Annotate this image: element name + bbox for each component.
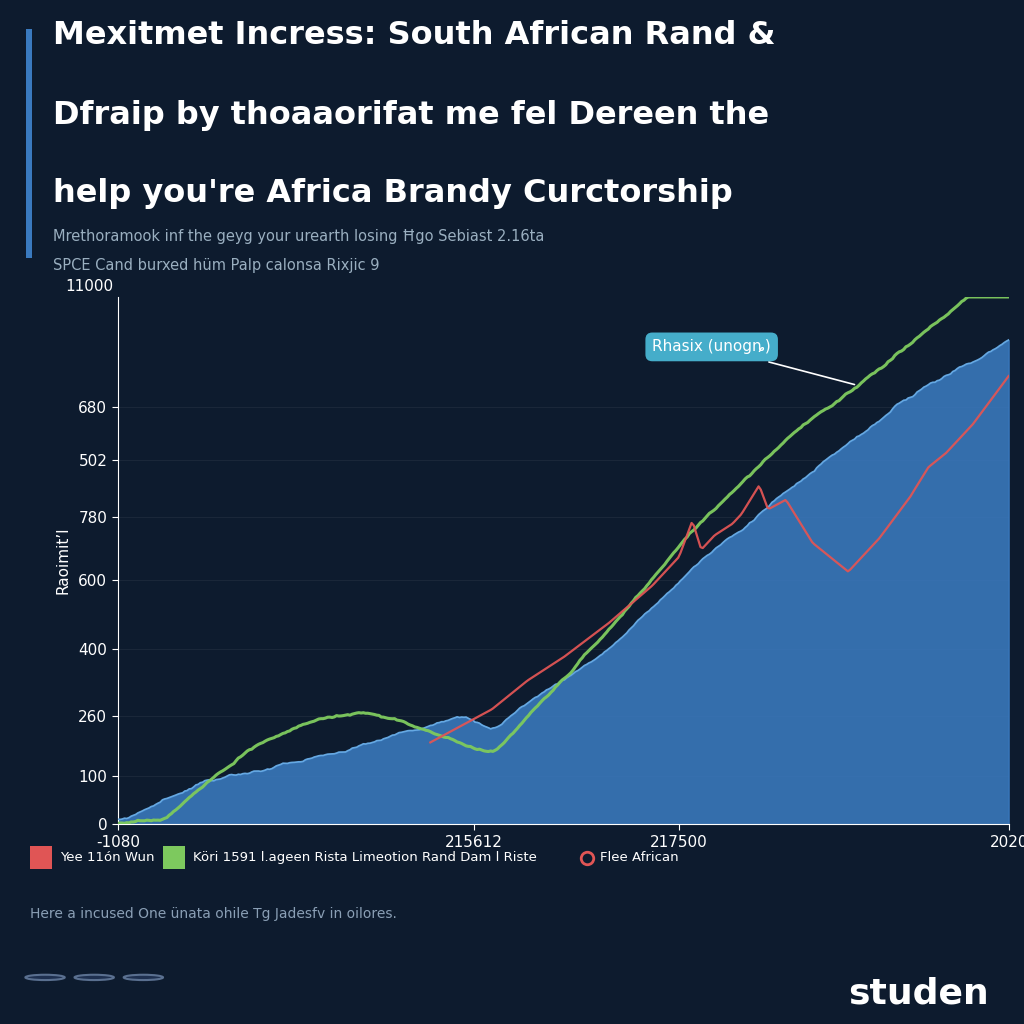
Bar [26, 29, 32, 258]
Text: SPCE Cand burxed hüm Palp calonsa Rixjic 9: SPCE Cand burxed hüm Palp calonsa Rixjic… [53, 258, 380, 273]
Bar [31, 846, 52, 868]
Text: Dfraip by thoaaorifat me fel Dereen the: Dfraip by thoaaorifat me fel Dereen the [53, 100, 769, 131]
Text: help you're Africa Brandy Curctorship: help you're Africa Brandy Curctorship [53, 178, 733, 209]
Circle shape [26, 975, 65, 980]
Text: Flee African: Flee African [600, 851, 679, 864]
Bar [163, 846, 184, 868]
Text: Here a incused One ünata ohile Tg Jadesfv in oilores.: Here a incused One ünata ohile Tg Jadesf… [31, 907, 397, 921]
Y-axis label: Raoimit’l: Raoimit’l [55, 527, 70, 594]
Circle shape [124, 975, 163, 980]
Text: Köri 1591 l.ageen Rista Limeotion Rand Dam l Riste: Köri 1591 l.ageen Rista Limeotion Rand D… [193, 851, 537, 864]
Text: 11000: 11000 [66, 280, 114, 294]
Text: Mrethoramook inf the geyg your urearth losing Ħgo Sebiast 2.16ta: Mrethoramook inf the geyg your urearth l… [53, 229, 545, 245]
Text: Mexitmet Incress: South African Rand &: Mexitmet Incress: South African Rand & [53, 20, 776, 51]
Text: Rhasix (unogȵ): Rhasix (unogȵ) [652, 339, 854, 385]
Circle shape [75, 975, 114, 980]
Text: Yee 11ón Wun: Yee 11ón Wun [59, 851, 155, 864]
Text: studen: studen [848, 977, 989, 1011]
